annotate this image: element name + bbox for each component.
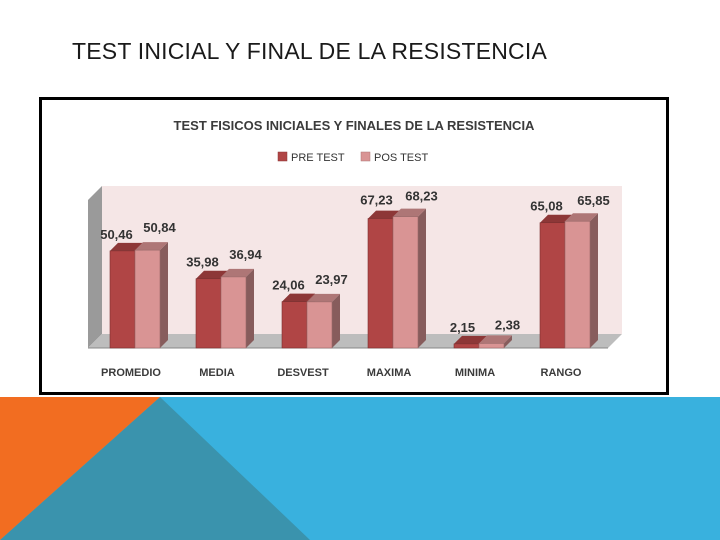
x-tick-label-promedio: PROMEDIO	[101, 367, 161, 379]
bar-pos-test-desvest	[306, 293, 340, 349]
footer-orange-triangle	[0, 397, 160, 540]
x-tick-label-minima: MINIMA	[455, 367, 495, 379]
data-label-pos-test-promedio: 50,84	[143, 220, 176, 235]
x-tick-label-media: MEDIA	[199, 367, 235, 379]
chart-data-labels: 50,46 50,84 35,98 36,94 24,06 23,97 67,23 68,23…	[100, 189, 610, 335]
data-label-pos-test-rango: 65,85	[577, 193, 610, 208]
data-label-pre-test-desvest: 24,06	[272, 278, 305, 293]
footer-teal-triangle	[0, 397, 310, 540]
legend-swatch-pos-test	[360, 151, 371, 162]
x-tick-label-desvest: DESVEST	[277, 367, 329, 379]
bar-pos-test-media	[220, 268, 254, 349]
footer-decoration	[0, 397, 720, 540]
data-label-pre-test-rango: 65,08	[530, 199, 563, 214]
bar-pos-test-promedio	[134, 242, 168, 349]
legend-swatch-pre-test	[277, 151, 288, 162]
x-tick-label-rango: RANGO	[541, 367, 582, 379]
chart-x-axis-labels: PROMEDIO MEDIA DESVEST MAXIMA MINIMA RANGO	[101, 367, 582, 379]
bar-pos-test-minima	[478, 335, 512, 349]
x-tick-label-maxima: MAXIMA	[367, 367, 412, 379]
data-label-pos-test-minima: 2,38	[495, 317, 520, 332]
bar-pos-test-rango	[564, 213, 598, 349]
data-label-pre-test-promedio: 50,46	[100, 227, 133, 242]
data-label-pos-test-maxima: 68,23	[405, 189, 438, 204]
data-label-pos-test-media: 36,94	[229, 247, 262, 262]
data-label-pre-test-media: 35,98	[186, 255, 219, 270]
legend-label-pre-test: PRE TEST	[291, 152, 345, 164]
data-label-pre-test-maxima: 67,23	[360, 193, 393, 208]
bar-pos-test-maxima	[392, 208, 426, 349]
chart-frame: TEST FISICOS INICIALES Y FINALES DE LA R…	[39, 97, 669, 395]
chart-side-wall	[88, 186, 102, 348]
chart-title: TEST FISICOS INICIALES Y FINALES DE LA R…	[174, 118, 536, 133]
legend-label-pos-test: POS TEST	[374, 152, 428, 164]
chart-bars	[109, 208, 598, 349]
bar-chart: TEST FISICOS INICIALES Y FINALES DE LA R…	[88, 118, 622, 379]
chart-legend: PRE TEST POS TEST	[277, 151, 428, 164]
slide-title: TEST INICIAL Y FINAL DE LA RESISTENCIA	[72, 38, 547, 64]
data-label-pre-test-minima: 2,15	[450, 320, 475, 335]
data-label-pos-test-desvest: 23,97	[315, 272, 348, 287]
